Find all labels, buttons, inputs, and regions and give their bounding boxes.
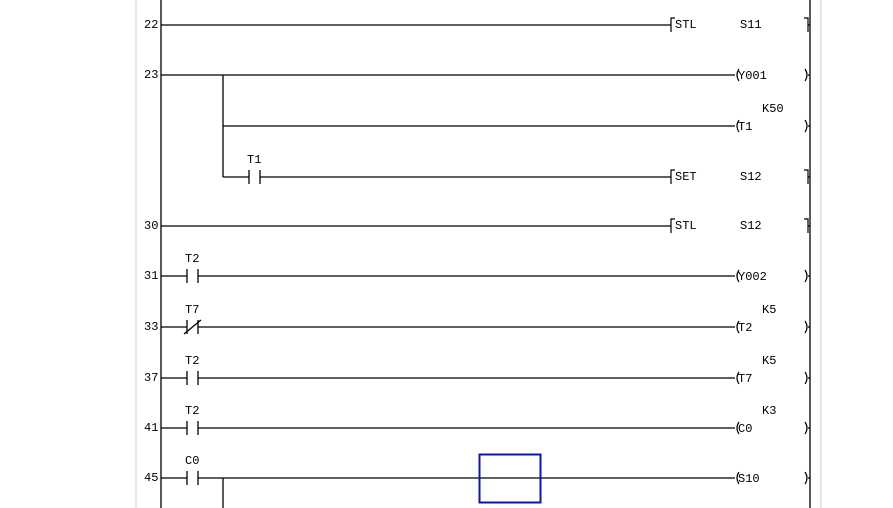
instruction-operand[interactable]: S12 [740, 219, 762, 233]
step-number: 22 [144, 18, 158, 32]
contact-nc-slash [183, 319, 202, 335]
instruction-op[interactable]: SET [675, 170, 697, 184]
step-number: 31 [144, 269, 158, 283]
contact-device-label: T2 [185, 252, 199, 266]
coil-open-paren [736, 421, 740, 435]
coil-device[interactable]: S10 [738, 472, 760, 486]
edit-cursor[interactable] [478, 453, 542, 504]
coil-open-paren [736, 269, 740, 283]
coil-device[interactable]: Y002 [738, 270, 767, 284]
coil-close-paren [804, 269, 808, 283]
contact-device-label: T2 [185, 404, 199, 418]
coil-close-paren [804, 471, 808, 485]
instruction-open-bracket [670, 169, 675, 184]
coil-setting-value: K50 [762, 102, 784, 116]
instruction-op[interactable]: STL [675, 18, 697, 32]
coil-open-paren [736, 68, 740, 82]
coil-setting-value: K3 [762, 404, 776, 418]
instruction-open-bracket [670, 17, 675, 32]
contact-device-label: T2 [185, 354, 199, 368]
coil-device[interactable]: C0 [738, 422, 752, 436]
instruction-open-bracket [670, 218, 675, 233]
coil-open-paren [736, 320, 740, 334]
instruction-close-bracket [804, 17, 809, 32]
coil-device[interactable]: Y001 [738, 69, 767, 83]
coil-open-paren [736, 119, 740, 133]
contact-device-label: C0 [185, 454, 199, 468]
coil-close-paren [804, 119, 808, 133]
step-number: 37 [144, 371, 158, 385]
coil-device[interactable]: T1 [738, 120, 752, 134]
step-number: 33 [144, 320, 158, 334]
step-number: 45 [144, 471, 158, 485]
coil-close-paren [804, 371, 808, 385]
instruction-operand[interactable]: S11 [740, 18, 762, 32]
coil-open-paren [736, 471, 740, 485]
coil-open-paren [736, 371, 740, 385]
coil-setting-value: K5 [762, 354, 776, 368]
coil-close-paren [804, 320, 808, 334]
instruction-close-bracket [804, 218, 809, 233]
coil-setting-value: K5 [762, 303, 776, 317]
coil-close-paren [804, 68, 808, 82]
contact-device-label: T1 [247, 153, 261, 167]
instruction-operand[interactable]: S12 [740, 170, 762, 184]
instruction-op[interactable]: STL [675, 219, 697, 233]
step-number: 23 [144, 68, 158, 82]
coil-close-paren [804, 421, 808, 435]
contact-device-label: T7 [185, 303, 199, 317]
coil-device[interactable]: T7 [738, 372, 752, 386]
coil-device[interactable]: T2 [738, 321, 752, 335]
step-number: 41 [144, 421, 158, 435]
instruction-close-bracket [804, 169, 809, 184]
step-number: 30 [144, 219, 158, 233]
